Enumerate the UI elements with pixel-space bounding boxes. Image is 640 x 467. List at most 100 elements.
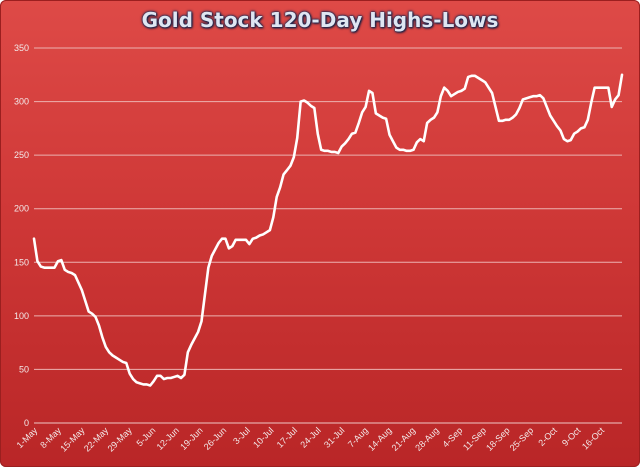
x-tick-label: 19-Jun — [178, 425, 205, 452]
data-point — [532, 95, 534, 97]
data-point — [163, 378, 165, 380]
data-point — [389, 134, 391, 136]
data-point — [183, 374, 185, 376]
y-tick-label: 0 — [24, 418, 29, 428]
data-point — [105, 346, 107, 348]
data-point — [518, 107, 520, 109]
x-tick-label: 11-Sep — [461, 425, 488, 452]
data-point — [177, 375, 179, 377]
x-tick-label: 25-Sep — [508, 425, 536, 453]
x-tick-label: 10-Jul — [251, 425, 275, 449]
data-point — [495, 106, 497, 108]
data-point — [146, 383, 148, 385]
data-point — [600, 87, 602, 89]
data-point — [60, 259, 62, 261]
data-point — [498, 120, 500, 122]
data-point — [375, 112, 377, 114]
x-tick-label: 21-Aug — [390, 425, 418, 453]
y-tick-label: 250 — [14, 150, 29, 160]
data-point — [259, 235, 261, 237]
data-point — [597, 87, 599, 89]
y-tick-label: 300 — [14, 97, 29, 107]
data-point — [525, 97, 527, 99]
data-point — [529, 96, 531, 98]
data-point — [447, 90, 449, 92]
data-point — [228, 247, 230, 249]
data-point — [556, 125, 558, 127]
data-point — [481, 79, 483, 81]
data-point — [197, 331, 199, 333]
data-point — [221, 238, 223, 240]
x-tick-label: 12-Jun — [155, 425, 182, 452]
data-point — [436, 111, 438, 113]
data-point — [88, 311, 90, 313]
data-point — [211, 255, 213, 257]
data-point — [112, 355, 114, 357]
data-point — [33, 238, 35, 240]
data-point — [426, 122, 428, 124]
data-point — [590, 102, 592, 104]
data-point — [330, 151, 332, 153]
data-point — [149, 385, 151, 387]
data-point — [423, 140, 425, 142]
data-point — [474, 75, 476, 77]
data-point — [382, 117, 384, 119]
data-point — [283, 173, 285, 175]
x-tick-label: 29-May — [106, 425, 135, 454]
data-point — [139, 382, 141, 384]
gridlines — [34, 47, 622, 424]
series-line — [32, 73, 624, 387]
data-point — [279, 186, 281, 188]
data-point — [242, 239, 244, 241]
data-point — [310, 105, 312, 107]
data-point — [361, 111, 363, 113]
data-point — [337, 152, 339, 154]
x-tick-label: 24-Jul — [298, 425, 322, 449]
data-point — [378, 115, 380, 117]
data-point — [276, 196, 278, 198]
data-point — [614, 98, 616, 100]
data-point — [392, 140, 394, 142]
data-point — [81, 289, 83, 291]
data-point — [180, 377, 182, 379]
data-point — [587, 119, 589, 121]
data-point — [201, 320, 203, 322]
y-tick-label: 50 — [19, 364, 29, 374]
x-tick-label: 26-Jun — [202, 425, 229, 452]
data-point — [207, 267, 209, 269]
data-point — [324, 150, 326, 152]
data-point — [43, 267, 45, 269]
data-point — [224, 238, 226, 240]
data-point — [508, 119, 510, 121]
data-point — [430, 119, 432, 121]
data-point — [327, 150, 329, 152]
data-point — [320, 149, 322, 151]
x-tick-label: 16-Oct — [580, 425, 607, 452]
y-tick-label: 200 — [14, 204, 29, 214]
data-point — [477, 77, 479, 79]
x-tick-label: 17-Jul — [275, 425, 299, 449]
y-tick-label: 150 — [14, 257, 29, 267]
data-point — [453, 93, 455, 95]
data-point — [385, 118, 387, 120]
data-point — [317, 133, 319, 135]
data-point — [419, 138, 421, 140]
data-point — [159, 375, 161, 377]
data-point — [235, 239, 237, 241]
y-tick-label: 350 — [14, 43, 29, 53]
x-tick-label: 2-Oct — [536, 425, 559, 448]
data-point — [173, 376, 175, 378]
data-point — [132, 378, 134, 380]
data-point — [341, 146, 343, 148]
data-point — [546, 106, 548, 108]
data-point — [406, 150, 408, 152]
data-point — [334, 151, 336, 153]
data-point — [577, 131, 579, 133]
data-point — [108, 351, 110, 353]
data-point — [156, 375, 158, 377]
data-point — [539, 94, 541, 96]
data-point — [573, 133, 575, 135]
data-point — [272, 216, 274, 218]
data-point — [618, 94, 620, 96]
x-tick-label: 15-May — [58, 425, 87, 454]
